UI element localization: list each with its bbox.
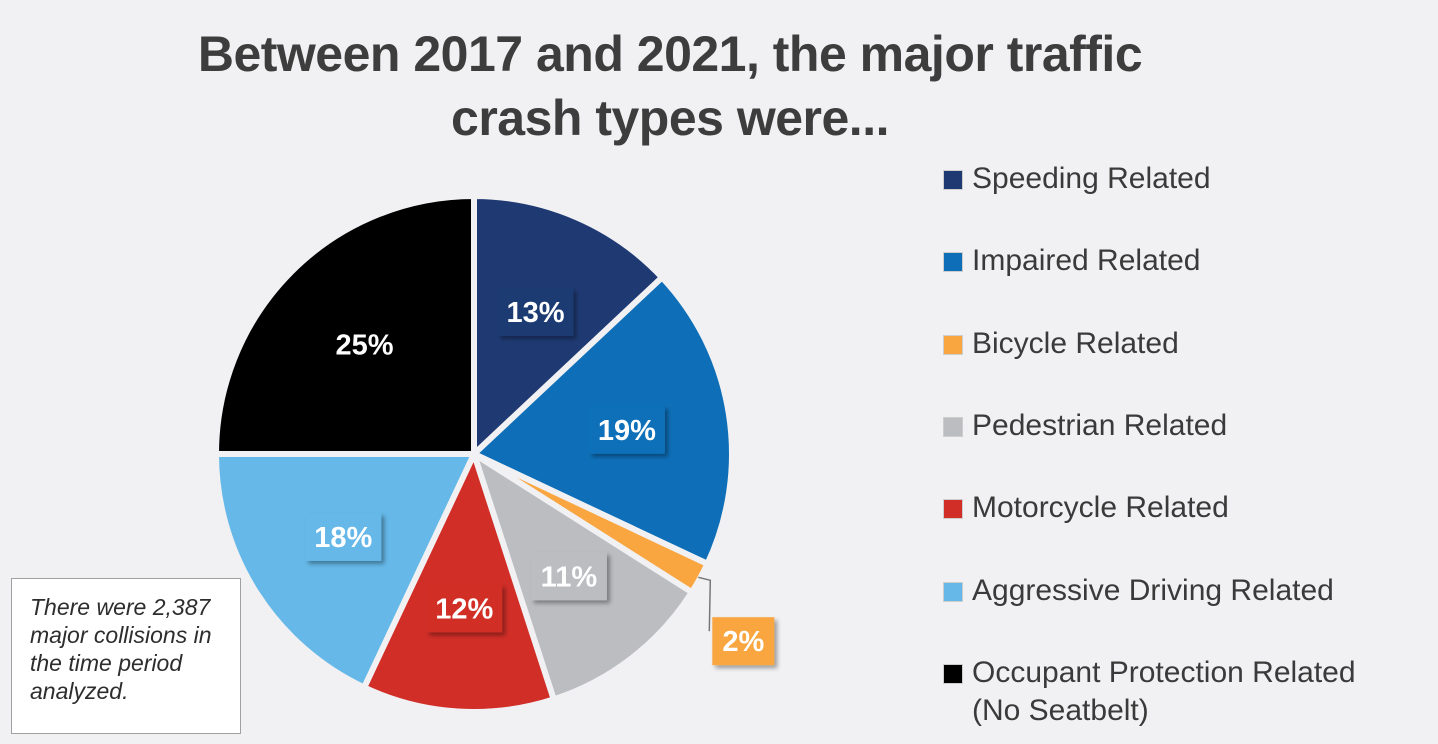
data-label-text: 2% <box>722 626 764 658</box>
data-label-text: 18% <box>314 522 372 554</box>
data-label-box <box>426 584 503 633</box>
legend-swatch <box>943 334 963 355</box>
slice-aggressive-driving-related <box>213 451 477 691</box>
data-label-text: 13% <box>506 297 564 329</box>
data-label-text: 19% <box>598 415 656 447</box>
data-label-bicycle-related: 2% <box>712 617 775 666</box>
data-label-text: 11% <box>541 561 598 593</box>
collision-count-note: There were 2,387 major collisions in the… <box>11 578 241 734</box>
legend-label: Speeding Related <box>972 162 1211 195</box>
legend-swatch <box>943 663 963 684</box>
legend-label: Motorcycle Related <box>972 491 1229 525</box>
data-label-text: 25% <box>335 330 393 362</box>
data-label-box <box>326 320 403 369</box>
data-label-impaired-related: 19% <box>588 405 665 454</box>
data-label-box <box>588 405 665 454</box>
data-label-box <box>305 512 382 561</box>
data-label-box <box>530 552 607 601</box>
chart-title-line-1: Between 2017 and 2021, the major traffic <box>197 26 1143 82</box>
legend-item-speeding-related: Speeding Related <box>943 160 1211 198</box>
legend-swatch <box>943 416 963 437</box>
data-label-box <box>497 287 574 336</box>
legend-item-pedestrian-related: Pedestrian Related <box>943 407 1228 445</box>
legend-label: Pedestrian Related <box>972 408 1228 442</box>
leader-line-bicycle-related <box>698 576 712 632</box>
data-label-text: 12% <box>435 594 493 626</box>
data-label-pedestrian-related: 11% <box>530 552 607 601</box>
legend-item-bicycle-related: Bicycle Related <box>943 325 1179 363</box>
legend-label: Impaired Related <box>972 244 1201 278</box>
data-label-aggressive-driving-related: 18% <box>305 512 382 561</box>
data-label-occupant-protection-related-no-seatbelt: 25% <box>326 320 403 369</box>
legend-item-occupant-protection-related-no-seatbelt: Occupant Protection Related (No Seatbelt… <box>943 654 1356 730</box>
slice-motorcycle-related <box>361 451 557 715</box>
legend-item-motorcycle-related: Motorcycle Related <box>943 489 1229 527</box>
legend-swatch <box>943 252 963 273</box>
legend-swatch <box>943 581 963 602</box>
legend-label: Occupant Protection Related (No Seatbelt… <box>972 655 1356 727</box>
data-label-box <box>712 617 775 666</box>
legend-label: Aggressive Driving Related <box>972 573 1334 607</box>
legend-label: Bicycle Related <box>972 326 1179 360</box>
legend-swatch <box>943 170 963 190</box>
data-label-motorcycle-related: 12% <box>426 584 503 633</box>
chart-title-line-2: crash types were... <box>451 90 889 146</box>
chart-title: Between 2017 and 2021, the major traffic… <box>80 22 1260 150</box>
legend-item-aggressive-driving-related: Aggressive Driving Related <box>943 572 1334 610</box>
legend-item-impaired-related: Impaired Related <box>943 242 1201 280</box>
legend-swatch <box>943 499 963 520</box>
data-label-speeding-related: 13% <box>497 287 574 336</box>
